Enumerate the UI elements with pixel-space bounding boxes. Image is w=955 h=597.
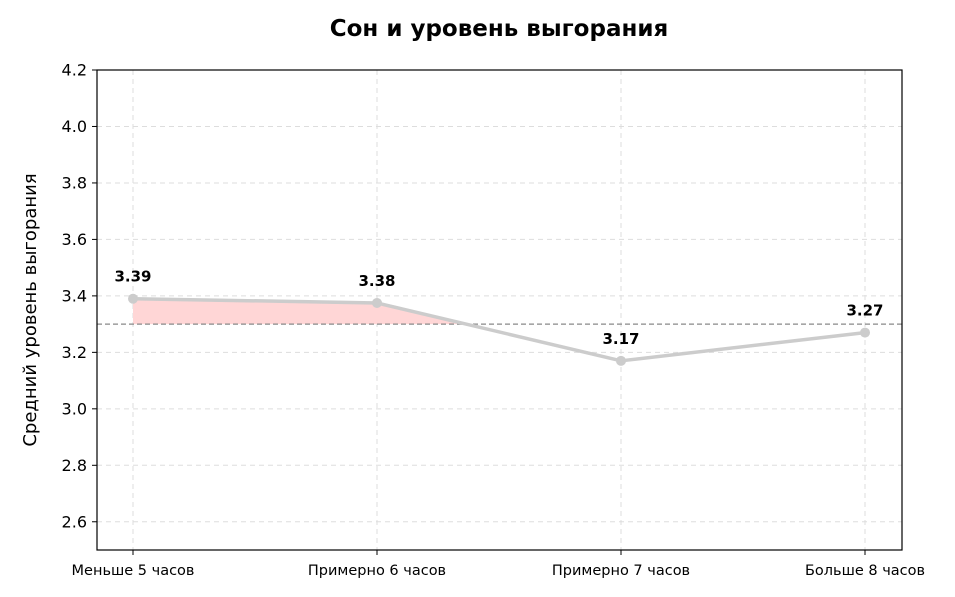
data-point [616, 355, 626, 366]
data-point [128, 293, 138, 304]
y-tick-label: 4.2 [62, 61, 87, 80]
data-label: 3.39 [114, 268, 151, 286]
plot-frame [96, 69, 903, 551]
y-axis-label: Средний уровень выгорания [20, 173, 41, 446]
series-polyline [131, 296, 867, 363]
x-tick-label: Меньше 5 часов [72, 563, 195, 579]
x-axis-ticks: Меньше 5 часов Примерно 6 часов Примерно 7… [72, 550, 925, 579]
data-label: 3.38 [358, 272, 395, 290]
y-tick-label: 3.2 [62, 343, 87, 362]
data-label: 3.17 [602, 330, 639, 348]
y-tick-label: 2.6 [62, 512, 87, 531]
y-tick-label: 3.4 [62, 286, 87, 305]
y-tick-label: 3.6 [62, 230, 87, 249]
data-label: 3.27 [846, 302, 883, 320]
x-tick-label: Примерно 6 часов [308, 563, 446, 579]
y-tick-label: 2.8 [62, 456, 87, 475]
x-tick-label: Примерно 7 часов [552, 563, 690, 579]
x-tick-label: Больше 8 часов [805, 563, 925, 579]
series-line [131, 296, 867, 363]
y-tick-label: 3.0 [62, 399, 87, 418]
data-point [372, 297, 382, 308]
fill-segment [133, 298, 377, 325]
y-tick-label: 3.8 [62, 173, 87, 192]
y-axis-ticks: 2.6 2.8 3.0 3.2 3.4 3.6 3.8 4.0 4.2 [62, 61, 97, 531]
data-labels: 3.39 3.38 3.17 3.27 [114, 268, 883, 348]
chart-title: Сон и уровень выгорания [330, 16, 669, 42]
y-tick-label: 4.0 [62, 117, 87, 136]
grid [97, 69, 902, 550]
data-point [860, 327, 870, 338]
data-points [128, 293, 870, 366]
